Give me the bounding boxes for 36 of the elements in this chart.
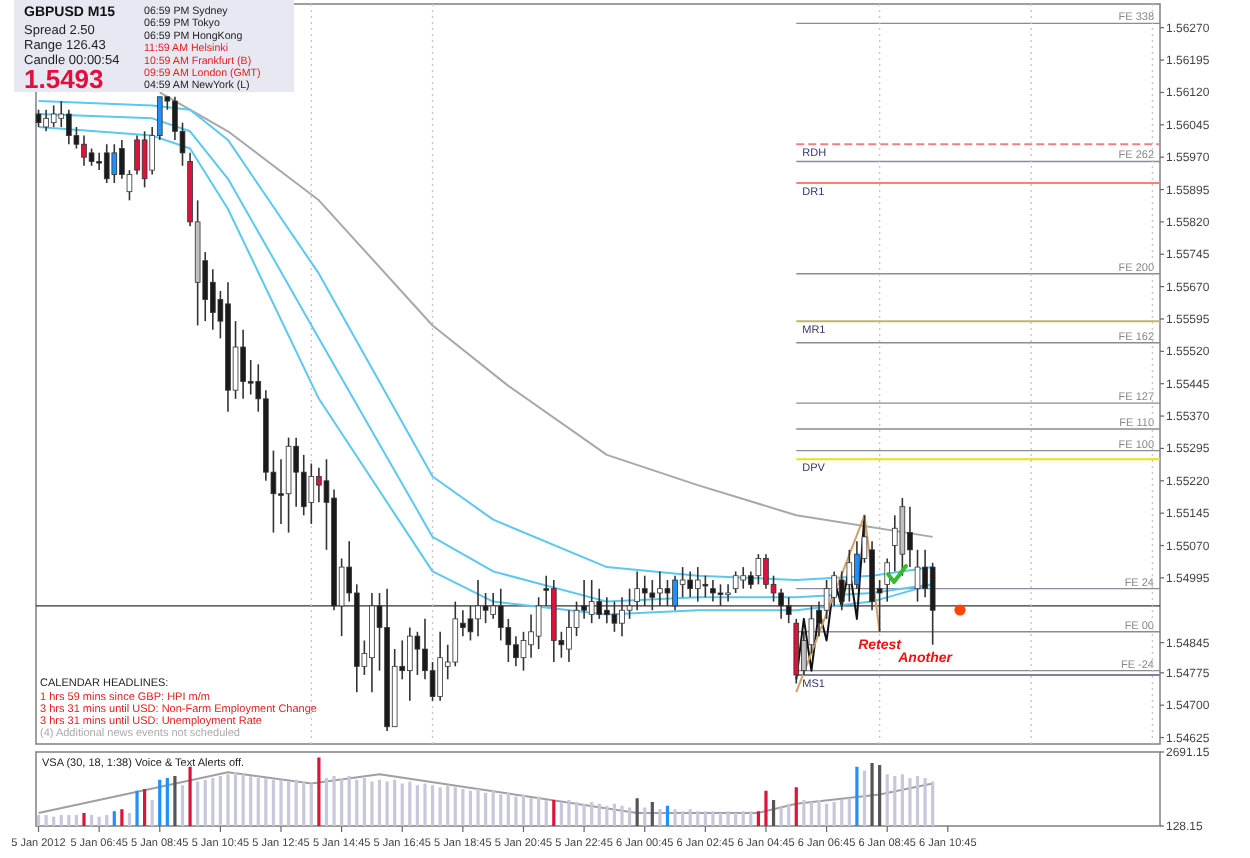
candlestick — [96, 152, 102, 171]
candlestick — [437, 631, 443, 702]
candlestick — [81, 134, 87, 167]
candlestick — [141, 130, 148, 189]
candlestick — [854, 540, 860, 590]
candlestick — [210, 268, 216, 331]
candlestick — [899, 497, 906, 577]
candlestick — [528, 613, 534, 659]
candlestick — [293, 436, 299, 508]
candlestick — [240, 328, 246, 400]
candlestick — [285, 436, 292, 534]
candlestick — [134, 134, 140, 176]
candlestick — [732, 570, 739, 594]
candlestick — [50, 104, 57, 128]
candlestick — [414, 631, 421, 676]
candlestick — [103, 143, 110, 184]
candlestick — [66, 108, 72, 146]
candlestick — [740, 566, 747, 590]
candlestick — [763, 553, 769, 590]
candlestick — [43, 108, 49, 133]
candlestick — [702, 574, 709, 599]
candlestick — [308, 462, 315, 525]
annotation: 1.5493 — [24, 64, 104, 94]
candlestick — [687, 570, 693, 599]
candlestick — [111, 143, 118, 184]
candlestick — [679, 566, 686, 599]
line-series — [37, 771, 934, 814]
candlestick — [755, 553, 762, 586]
candlestick — [300, 454, 307, 517]
candlestick — [316, 467, 322, 504]
candlestick — [891, 514, 898, 573]
candlestick — [407, 626, 413, 702]
candlestick — [513, 635, 519, 668]
line-series — [158, 91, 934, 538]
candlestick — [58, 100, 65, 128]
candlestick — [831, 570, 837, 607]
